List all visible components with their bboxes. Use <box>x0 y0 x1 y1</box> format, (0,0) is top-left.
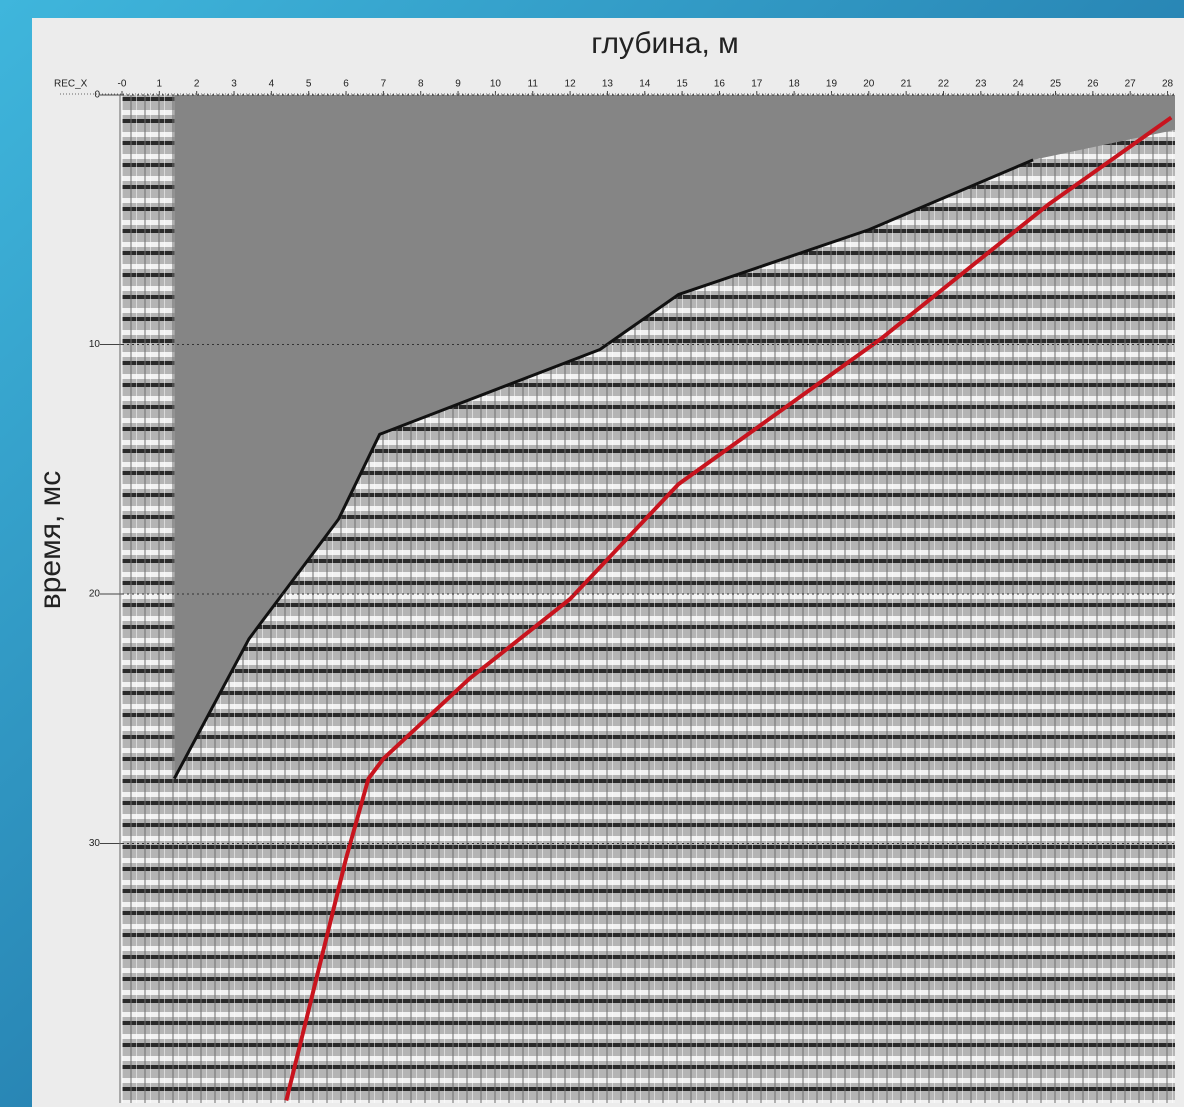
x-tick-label: 7 <box>381 79 387 90</box>
x-tick-label: 21 <box>901 79 913 90</box>
x-tick-label: 27 <box>1125 79 1137 90</box>
x-tick-label: 6 <box>343 79 349 90</box>
x-tick-label: 25 <box>1050 79 1062 90</box>
y-tick-label: 10 <box>89 339 101 350</box>
x-axis-label: REC_X <box>54 79 88 90</box>
x-tick-label: 12 <box>565 79 577 90</box>
x-tick-label: 10 <box>490 79 502 90</box>
chart-title: глубина, м <box>591 27 739 60</box>
y-axis-label: время, мс <box>34 471 67 609</box>
x-tick-label: 17 <box>751 79 763 90</box>
y-tick-label: 30 <box>89 838 101 849</box>
x-tick-label: 15 <box>677 79 689 90</box>
x-tick-label: 26 <box>1087 79 1099 90</box>
x-tick-label: 2 <box>194 79 200 90</box>
x-tick-label: 1 <box>157 79 163 90</box>
x-tick-label: 8 <box>418 79 424 90</box>
x-tick-label: 3 <box>231 79 237 90</box>
x-tick-label: 20 <box>863 79 875 90</box>
x-tick-label: 11 <box>528 79 539 90</box>
x-tick-label: 5 <box>306 79 312 90</box>
x-tick-label: 9 <box>455 79 461 90</box>
y-tick-label: 20 <box>89 589 101 600</box>
x-tick-label: 14 <box>639 79 651 90</box>
x-tick-label: 22 <box>938 79 950 90</box>
x-tick-label: -0 <box>118 79 127 90</box>
series-line <box>284 115 1173 1101</box>
silent-zone <box>174 95 1175 779</box>
x-tick-label: 19 <box>826 79 838 90</box>
x-tick-label: 4 <box>269 79 275 90</box>
x-tick-label: 16 <box>714 79 726 90</box>
y-tick-label: 0 <box>94 90 100 101</box>
x-tick-label: 24 <box>1013 79 1025 90</box>
plot-area <box>122 95 1175 1103</box>
x-tick-label: 28 <box>1162 79 1174 90</box>
x-tick-label: 13 <box>602 79 614 90</box>
x-tick-label: 23 <box>975 79 987 90</box>
x-tick-label: 18 <box>789 79 801 90</box>
series-line <box>172 158 1034 780</box>
